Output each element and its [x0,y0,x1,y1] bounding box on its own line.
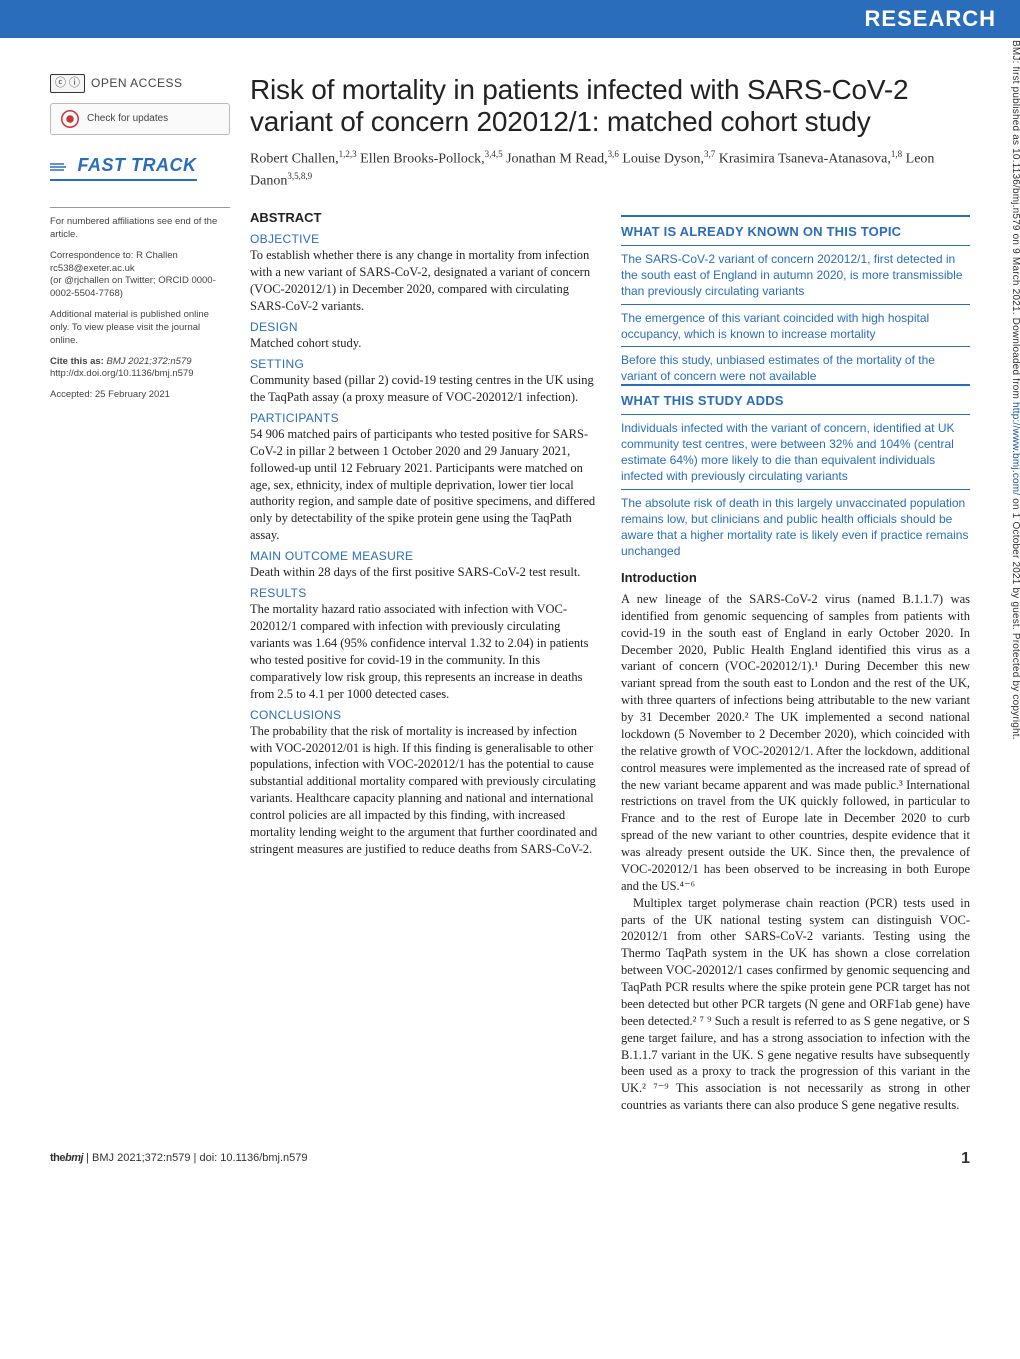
abstract-subhead: CONCLUSIONS [250,707,599,723]
sidebar-divider [50,207,230,208]
known-heading: WHAT IS ALREADY KNOWN ON THIS TOPIC [621,215,970,241]
affiliations-note: For numbered affiliations see end of the… [50,216,230,242]
accepted-label: Accepted: [50,389,92,400]
cite-label: Cite this as: [50,356,104,367]
abstract-subhead: RESULTS [250,585,599,601]
watermark-link[interactable]: http://www.bmj.com/ [1010,402,1020,495]
cc-icons: ⓒ ⓘ [50,74,85,93]
watermark-pretext: BMJ: first published as 10.1136/bmj.n579… [1010,40,1020,402]
abstract-subhead: PARTICIPANTS [250,410,599,426]
left-sidebar: ⓒ ⓘ OPEN ACCESS Check for updates FAST T… [50,74,230,1114]
abstract-subhead: DESIGN [250,319,599,335]
check-updates-button[interactable]: Check for updates [50,103,230,135]
abstract-text: The mortality hazard ratio associated wi… [250,601,599,702]
open-access-badge: ⓒ ⓘ OPEN ACCESS [50,74,230,93]
accepted-date: 25 February 2021 [95,389,170,400]
footer-left: thebmj the bmj | BMJ 2021;372:n579 | doi… [50,1151,308,1166]
abstract-text: Community based (pillar 2) covid-19 test… [250,372,599,406]
abstract-subhead: MAIN OUTCOME MEASURE [250,548,599,564]
abstract-subhead: OBJECTIVE [250,231,599,247]
adds-heading: WHAT THIS STUDY ADDS [621,384,970,410]
adds-p1: Individuals infected with the variant of… [621,414,970,485]
correspondence-name: R Challen [136,250,178,261]
page-footer: thebmj the bmj | BMJ 2021;372:n579 | doi… [0,1134,1020,1188]
correspondence-twitter: (or @rjchallen on Twitter; ORCID 0000-00… [50,275,216,299]
page-number: 1 [961,1148,970,1170]
accepted-block: Accepted: 25 February 2021 [50,389,230,402]
abstract-text: Death within 28 days of the first positi… [250,564,599,581]
two-column-body: ABSTRACT OBJECTIVETo establish whether t… [250,209,970,1114]
watermark-posttext: on 1 October 2021 by guest. Protected by… [1010,498,1020,739]
correspondence-email[interactable]: rc538@exeter.ac.uk [50,263,135,274]
header-bar: RESEARCH [0,0,1020,38]
open-access-text: OPEN ACCESS [91,75,183,91]
author-line: Robert Challen,1,2,3 Ellen Brooks-Polloc… [250,148,970,191]
fast-track-lines-icon [50,154,68,178]
fast-track-badge: FAST TRACK [50,153,197,181]
known-p3: Before this study, unbiased estimates of… [621,346,970,384]
footer-citation-visible: | BMJ 2021;372:n579 | doi: 10.1136/bmj.n… [86,1152,307,1164]
correspondence-label: Correspondence to: [50,250,133,261]
abstract-heading: ABSTRACT [250,209,599,227]
abstract-text: To establish whether there is any change… [250,247,599,315]
main-content: Risk of mortality in patients infected w… [250,74,970,1114]
known-p1: The SARS-CoV-2 variant of concern 202012… [621,245,970,300]
intro-paragraph: Multiplex target polymerase chain reacti… [621,895,970,1114]
known-p2: The emergence of this variant coincided … [621,304,970,342]
abstract-subhead: SETTING [250,356,599,372]
doi-link[interactable]: http://dx.doi.org/10.1136/bmj.n579 [50,368,193,379]
crossmark-icon [61,110,79,128]
summary-box: WHAT IS ALREADY KNOWN ON THIS TOPIC The … [621,209,970,559]
by-icon: ⓘ [69,76,80,91]
intro-paragraph: A new lineage of the SARS-CoV-2 virus (n… [621,591,970,895]
correspondence-block: Correspondence to: R Challen rc538@exete… [50,250,230,301]
research-label: RESEARCH [865,4,996,34]
article-title: Risk of mortality in patients infected w… [250,74,970,138]
abstract-text: Matched cohort study. [250,335,599,352]
abstract-text: The probability that the risk of mortali… [250,723,599,858]
check-updates-label: Check for updates [87,112,168,126]
bmj-logo: thebmj [50,1152,83,1164]
abstract-text: 54 906 matched pairs of participants who… [250,426,599,544]
adds-p2: The absolute risk of death in this large… [621,489,970,560]
cite-value: BMJ 2021;372:n579 [107,356,192,367]
citation-block: Cite this as: BMJ 2021;372:n579 http://d… [50,356,230,382]
supplementary-note: Additional material is published online … [50,309,230,347]
fast-track-text: FAST TRACK [78,155,197,175]
introduction-heading: Introduction [621,569,970,587]
cc-icon: ⓒ [55,76,66,91]
side-watermark: BMJ: first published as 10.1136/bmj.n579… [1009,40,1020,1240]
